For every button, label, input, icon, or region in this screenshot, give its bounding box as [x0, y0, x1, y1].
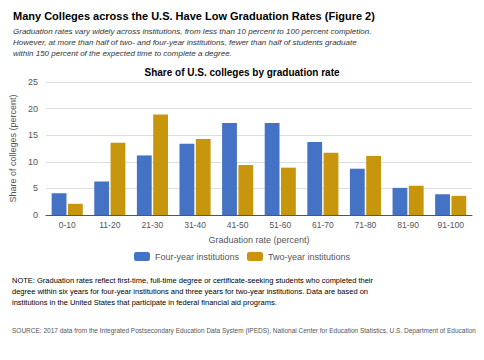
- svg-text:Two-year institutions: Two-year institutions: [268, 252, 351, 262]
- svg-text:SOURCE: 2017 data from the Int: SOURCE: 2017 data from the Integrated Po…: [12, 327, 476, 335]
- svg-text:21-30: 21-30: [142, 220, 164, 230]
- svg-text:51-60: 51-60: [269, 220, 291, 230]
- svg-text:Four-year institutions: Four-year institutions: [155, 252, 240, 262]
- svg-text:15: 15: [28, 130, 38, 140]
- svg-text:31-40: 31-40: [184, 220, 206, 230]
- svg-text:5: 5: [33, 183, 38, 193]
- svg-text:Share of U.S. colleges by grad: Share of U.S. colleges by graduation rat…: [144, 67, 339, 78]
- svg-text:0: 0: [33, 210, 38, 220]
- svg-text:institutions in the United Sta: institutions in the United States that p…: [12, 298, 277, 307]
- svg-text:20: 20: [28, 104, 38, 114]
- svg-text:However, at more than half of: However, at more than half of two- and f…: [13, 38, 357, 47]
- svg-text:91-100: 91-100: [437, 220, 464, 230]
- svg-text:within 150 percent of the expe: within 150 percent of the expected time …: [13, 49, 232, 58]
- svg-text:Graduation rates vary widely a: Graduation rates vary widely across inst…: [13, 27, 371, 36]
- svg-text:Many Colleges across the U.S.: Many Colleges across the U.S. Have Low G…: [13, 10, 375, 22]
- svg-text:61-70: 61-70: [312, 220, 334, 230]
- svg-text:degree within six years for fo: degree within six years for four-year in…: [12, 287, 368, 296]
- svg-text:11-20: 11-20: [99, 220, 120, 230]
- svg-text:10: 10: [28, 157, 38, 167]
- svg-text:71-80: 71-80: [355, 220, 377, 230]
- svg-text:Graduation rate (percent): Graduation rate (percent): [208, 235, 309, 245]
- svg-text:Share of colleges (percent): Share of colleges (percent): [8, 94, 18, 202]
- svg-text:0-10: 0-10: [59, 220, 76, 230]
- svg-text:NOTE: Graduation rates reflect: NOTE: Graduation rates reflect first-tim…: [12, 276, 373, 285]
- svg-text:25: 25: [28, 77, 38, 87]
- svg-text:81-90: 81-90: [397, 220, 419, 230]
- svg-text:41-50: 41-50: [227, 220, 249, 230]
